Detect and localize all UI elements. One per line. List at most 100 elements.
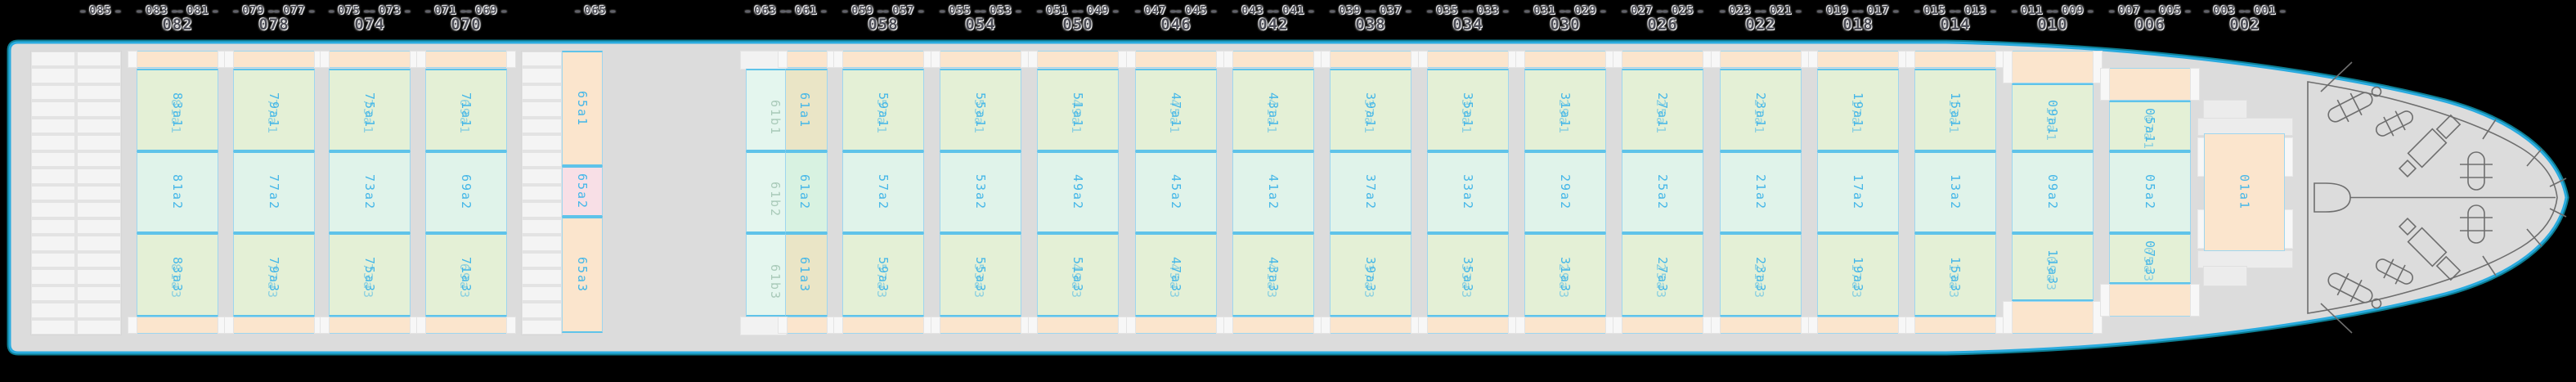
lashing-bridge-strip [1232,51,1314,68]
bay-cell-065-a3[interactable]: 65a3 [562,217,603,333]
bay-cell-082-a1[interactable]: 83a1 81a1 [137,69,218,151]
bay-cell-026-a3[interactable]: 27a3 25a3 [1622,233,1703,317]
bay-cell-014-a2[interactable]: 13a2 [1914,151,1996,233]
bay-cell-014-a1[interactable]: 15a1 13a1 [1914,69,1996,151]
bay-cell-030-a3[interactable]: 31a3 29a3 [1524,233,1606,317]
bay-cell-050-a3[interactable]: 51a3 49a3 [1037,233,1119,317]
bay-cell-label: 25a3 [1654,263,1668,300]
bay-cell-074-a3[interactable]: 75a3 73a3 [329,233,411,317]
bay-cell-010-a2[interactable]: 09a2 [2012,151,2094,233]
deck-grid-cell [31,236,75,251]
bay-cell-058-a1[interactable]: 59a1 57a1 [842,69,924,151]
bay-number-even: 006 [2134,16,2165,34]
bay-cell-070-a1[interactable]: 71a1 69a1 [425,69,507,151]
bay-cell-046-a3[interactable]: 47a3 45a3 [1135,233,1217,317]
bay-cell-a1[interactable] [785,69,828,151]
bay-number-odd: 063 [745,4,787,17]
bay-cell-050-a1[interactable]: 51a1 49a1 [1037,69,1119,151]
deck-grid-cell [522,135,562,151]
bay-cell-074-a2[interactable]: 73a2 [329,151,411,233]
deck-grid-cell [77,135,121,151]
deck-grid-cell [31,319,75,335]
bay-cell-label: 83a1 [170,92,185,128]
bay-cell-050-a2[interactable]: 49a2 [1037,151,1119,233]
bay-cell-014-a3[interactable]: 15a3 13a3 [1914,233,1996,317]
bay-cell-078-a1[interactable]: 79a1 77a1 [233,69,315,151]
bay-cell-010-a1[interactable]: 09a1 11a1 [2012,83,2094,151]
lashing-bridge-strip [425,317,507,334]
bay-cell-label: 71a1 [459,92,473,128]
bay-cell-010-a3[interactable]: 11a3 09a3 [2012,233,2094,301]
lashing-bridge-strip [2012,51,2094,83]
bay-cell-046-a1[interactable]: 47a1 45a1 [1135,69,1217,151]
bay-cell-070-a3[interactable]: 71a3 69a3 [425,233,507,317]
bay-cell-082-a2[interactable]: 81a2 [137,151,218,233]
bay-number-odd: 017 [1858,4,1900,17]
bay-cell-022-a3[interactable]: 23a3 21a3 [1720,233,1802,317]
bay-cell-030-a2[interactable]: 29a2 [1524,151,1606,233]
bay-cell-label: 43a3 [1266,256,1281,294]
bay-cell-065-a2[interactable]: 65a2 [562,166,603,217]
deck-grid-cell [77,252,121,268]
bay-cell-01a1[interactable]: 01a1 [2204,133,2285,251]
bay-cell-label: 07a1 [2141,114,2156,151]
bay-cell-label: 21a2 [1753,173,1768,211]
bay-cell-018-a1[interactable]: 19a1 17a1 [1817,69,1899,151]
bay-number-odd: 023 [1720,4,1761,17]
bay-cell-026-a1[interactable]: 27a1 25a1 [1622,69,1703,151]
deck-grid-cell [31,68,75,83]
bay-cell-034-a1[interactable]: 35a1 33a1 [1427,69,1509,151]
bay-cell-022-a2[interactable]: 21a2 [1720,151,1802,233]
lashing-tab [1126,317,1136,334]
bay-cell-026-a2[interactable]: 25a2 [1622,151,1703,233]
lashing-tab [506,51,516,68]
bay-cell-018-a2[interactable]: 17a2 [1817,151,1899,233]
bay-cell-a3[interactable] [785,233,828,317]
bay-cell-label: 43a1 [1266,92,1281,128]
bay-cell-070-a2[interactable]: 69a2 [425,151,507,233]
bay-number-odd: 039 [1330,4,1371,17]
bay-cell-054-a1[interactable]: 55a1 53a1 [940,69,1021,151]
bay-number-odd: 075 [329,4,370,17]
bay-cell-label: 29a1 [1556,98,1571,135]
bay-cell-058-a3[interactable]: 59a3 57a3 [842,233,924,317]
bay-cell-042-a2[interactable]: 41a2 [1232,151,1314,233]
lashing-bridge-strip [1135,317,1217,334]
bay-cell-label: 49a3 [1069,263,1084,300]
capstan-icon [2460,151,2493,191]
lashing-tab [1223,317,1233,334]
bay-cell-006-a3[interactable]: 07a3 05a3 [2109,233,2191,284]
bay-cell-006-a2[interactable]: 05a2 [2109,151,2191,233]
fore-white-tab-bottom-right [2284,209,2293,249]
bay-cell-042-a3[interactable]: 43a3 41a3 [1232,233,1314,317]
bay-cell-030-a1[interactable]: 31a1 29a1 [1524,69,1606,151]
bay-cell-label: 55a3 [973,256,988,294]
bay-cell-034-a2[interactable]: 33a2 [1427,151,1509,233]
bay-cell-034-a3[interactable]: 35a3 33a3 [1427,233,1509,317]
bay-cell-054-a3[interactable]: 55a3 53a3 [940,233,1021,317]
lashing-tab [2003,301,2013,334]
bay-cell-label: 41a1 [1264,98,1279,135]
bay-cell-046-a2[interactable]: 45a2 [1135,151,1217,233]
lashing-tab [1028,51,1038,68]
bay-cell-018-a3[interactable]: 19a3 17a3 [1817,233,1899,317]
bay-cell-038-a1[interactable]: 39a1 37a1 [1330,69,1411,151]
bay-cell-038-a2[interactable]: 37a2 [1330,151,1411,233]
bay-cell-a2[interactable] [785,151,828,233]
bay-cell-065-a1[interactable]: 65a1 [562,51,603,166]
bay-cell-082-a3[interactable]: 83a3 81a3 [137,233,218,317]
bay-cell-038-a3[interactable]: 39a3 37a3 [1330,233,1411,317]
bay-cell-022-a1[interactable]: 23a1 21a1 [1720,69,1802,151]
bay-cell-006-a1[interactable]: 05a1 07a1 [2109,101,2191,151]
bay-cell-078-a3[interactable]: 79a3 77a3 [233,233,315,317]
bay-cell-label: 51a3 [1070,256,1085,294]
lashing-bridge-strip [787,317,828,334]
bay-cell-label: 15a3 [1948,256,1963,294]
bay-cell-054-a2[interactable]: 53a2 [940,151,1021,233]
bay-cell-078-a2[interactable]: 77a2 [233,151,315,233]
bay-cell-074-a1[interactable]: 75a1 73a1 [329,69,411,151]
mooring-winch-icon [2375,110,2414,137]
bay-cell-042-a1[interactable]: 43a1 41a1 [1232,69,1314,151]
bay-cell-058-a2[interactable]: 57a2 [842,151,924,233]
lashing-bridge-strip [1817,51,1899,68]
